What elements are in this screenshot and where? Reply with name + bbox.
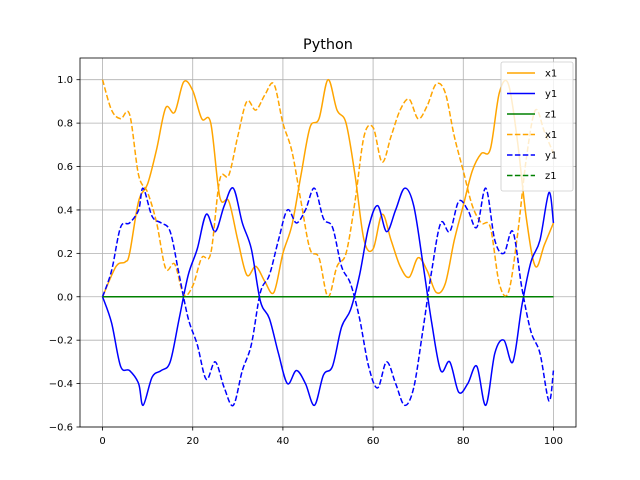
legend-label: z1 [545, 171, 557, 182]
y-tick-label: 0.0 [57, 292, 73, 303]
y-tick-label: 0.6 [57, 162, 73, 173]
y-tick-label: −0.2 [49, 336, 73, 347]
y-tick-label: 0.2 [57, 249, 73, 260]
series-line-x1-solid [101, 78, 555, 298]
plot-frame [79, 57, 577, 428]
y-tick-label: −0.6 [49, 423, 73, 434]
legend-label: y1 [545, 89, 557, 100]
x-tick-label: 100 [544, 436, 563, 447]
series-group [101, 78, 555, 407]
axes: 0 20 40 60 80 100 −0.6 −0.4 −0.2 0.0 0.2 0.4 0.6 0.8 1… [49, 75, 563, 447]
legend-label: z1 [545, 110, 557, 121]
legend: x1 y1 z1 x1 y1 z1 [500, 61, 574, 192]
x-tick-label: 80 [457, 436, 470, 447]
legend-label: x1 [545, 69, 557, 80]
x-tick-label: 0 [99, 436, 105, 447]
legend-label: y1 [545, 151, 557, 162]
x-tick-label: 40 [277, 436, 290, 447]
x-tick-label: 20 [186, 436, 199, 447]
y-tick-label: 1.0 [57, 75, 73, 86]
y-tick-label: −0.4 [49, 379, 73, 390]
y-tick-label: 0.8 [57, 119, 73, 130]
x-tick-label: 60 [367, 436, 380, 447]
chart-title: Python [303, 37, 353, 53]
series-line-y1-solid [101, 187, 555, 407]
legend-label: x1 [545, 130, 557, 141]
series-line-y1-dashed [101, 187, 555, 407]
y-tick-label: 0.4 [57, 205, 73, 216]
legend-box [500, 61, 574, 192]
